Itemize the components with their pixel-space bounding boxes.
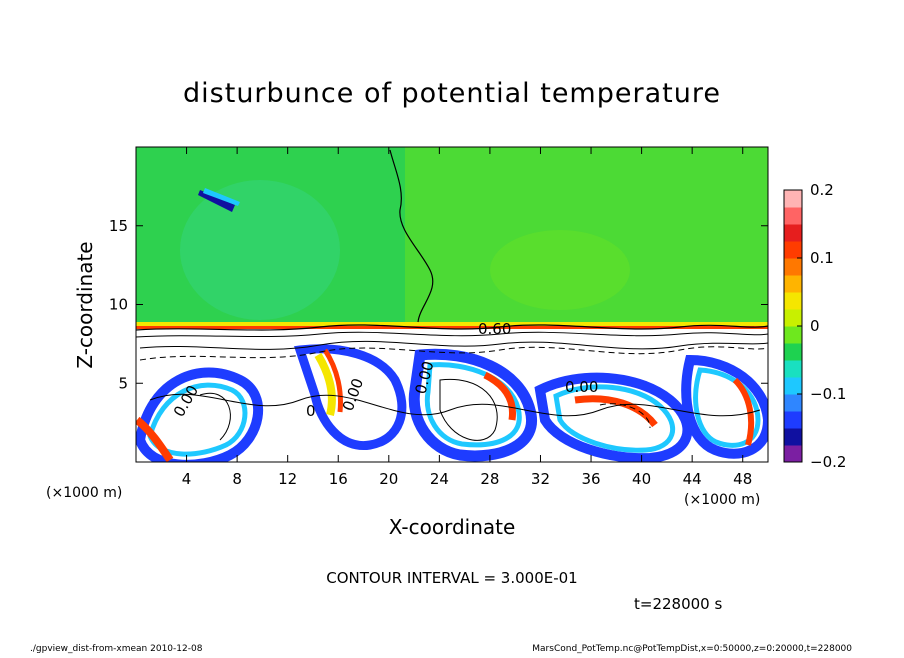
y-unit-label: (×1000 m) [46, 485, 122, 501]
colorbar-segment [784, 258, 802, 276]
x-tick-label: 28 [480, 470, 499, 488]
field-patch [198, 190, 235, 212]
x-tick-label: 44 [683, 470, 702, 488]
colorbar-tick-label: −0.2 [810, 453, 846, 471]
vortex-blue [681, 354, 768, 459]
x-unit-label: (×1000 m) [684, 492, 760, 508]
field-patch [490, 230, 630, 310]
colorbar-segment [784, 224, 802, 242]
band-white [136, 329, 768, 341]
contour-labels: 0.60 0.00 0.00 0.00 0.00 0 [170, 320, 599, 420]
contour-interval: CONTOUR INTERVAL = 3.000E-01 [326, 569, 577, 587]
contour-label: 0.00 [565, 378, 598, 396]
x-tick-label: 20 [379, 470, 398, 488]
plot-area [136, 147, 768, 462]
field-patch [203, 188, 240, 206]
x-axis: 4 8 12 16 20 24 28 32 36 40 44 48 [182, 147, 752, 488]
vortex-red [732, 377, 755, 446]
colorbar-tick-label: 0.2 [810, 181, 834, 199]
contour-line [149, 393, 761, 417]
colorbar-segment [784, 292, 802, 310]
vortex-cyan [553, 384, 676, 453]
contour-line [199, 392, 231, 441]
vortex-yellow [314, 352, 336, 416]
colorbar-segment [784, 411, 802, 429]
colorbar-segment [784, 275, 802, 293]
vortex-blue [293, 344, 407, 450]
x-tick-label: 8 [232, 470, 242, 488]
colorbar-tick-label: 0.1 [810, 249, 834, 267]
source-label: ./gpview_dist-from-xmean 2010-12-08 [30, 644, 203, 654]
turbulence [136, 340, 768, 462]
vortex-red [322, 348, 343, 413]
x-tick-label: 36 [581, 470, 600, 488]
contour-label: 0.60 [478, 320, 511, 338]
x-tick-label: 4 [182, 470, 192, 488]
colorbar-segment [784, 343, 802, 361]
variable-label: MarsCond_PotTemp.nc@PotTempDist,x=0:5000… [532, 644, 852, 654]
vortex-red [574, 395, 658, 428]
y-tick-label: 5 [118, 374, 128, 392]
x-tick-label: 16 [329, 470, 348, 488]
vortex-blue [408, 348, 538, 462]
colorbar [784, 190, 802, 463]
y-axis: 5 10 15 [109, 217, 768, 392]
vortex-red [136, 416, 174, 462]
colorbar-segment [784, 241, 802, 259]
colorbar-ticks: 0.2 0.1 0 −0.1 −0.2 [797, 181, 846, 471]
vortex-blue [136, 367, 263, 462]
field-patch [180, 180, 340, 320]
contour-line [139, 340, 768, 350]
contour-line [389, 149, 434, 323]
colorbar-tick-label: 0 [810, 317, 820, 335]
colorbar-segment [784, 360, 802, 378]
x-axis-label: X-coordinate [389, 515, 516, 539]
x-tick-label: 24 [430, 470, 449, 488]
x-tick-label: 12 [278, 470, 297, 488]
contour-line [136, 331, 768, 338]
colorbar-segment [784, 190, 802, 208]
x-tick-label: 48 [733, 470, 752, 488]
vortex-red [483, 371, 517, 421]
contour-line [139, 346, 768, 361]
vortex-cyan [424, 362, 522, 448]
contour-line [439, 378, 498, 441]
vortex-blue [534, 372, 693, 462]
colorbar-segment [784, 207, 802, 225]
y-axis-label: Z-coordinate [73, 241, 97, 368]
chart-title: disturbunce of potential temperature [183, 78, 721, 109]
time-label: t=228000 s [634, 595, 722, 613]
colorbar-segment [784, 326, 802, 344]
y-tick-label: 15 [109, 217, 128, 235]
y-tick-label: 10 [109, 296, 128, 314]
colorbar-segment [784, 377, 802, 395]
contour-line [136, 324, 768, 331]
colorbar-tick-label: −0.1 [810, 385, 846, 403]
colorbar-segment [784, 445, 802, 463]
colorbar-segment [784, 428, 802, 446]
x-tick-label: 40 [632, 470, 651, 488]
contour-line [599, 403, 651, 429]
contour-label: 0 [306, 402, 316, 420]
colorbar-segment [784, 394, 802, 412]
band-yellow [136, 322, 768, 326]
band-red [136, 326, 768, 329]
colorbar-segment [784, 309, 802, 327]
x-tick-label: 32 [531, 470, 550, 488]
